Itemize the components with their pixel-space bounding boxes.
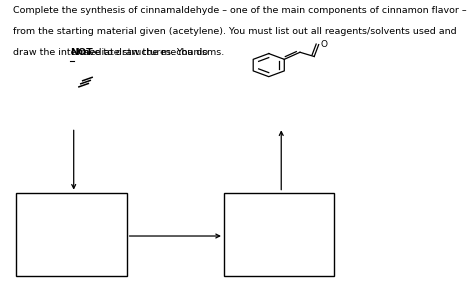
Bar <box>224 192 334 276</box>
Text: have to draw the mechanisms.: have to draw the mechanisms. <box>74 48 225 57</box>
Bar <box>16 192 127 276</box>
Text: Complete the synthesis of cinnamaldehyde – one of the main components of cinnamo: Complete the synthesis of cinnamaldehyde… <box>13 6 466 15</box>
Text: O: O <box>320 39 328 49</box>
Text: NOT: NOT <box>70 48 93 57</box>
Text: from the starting material given (acetylene). You must list out all reagents/sol: from the starting material given (acetyl… <box>13 27 456 36</box>
Text: draw the intermediate structures. You do: draw the intermediate structures. You do <box>13 48 210 57</box>
